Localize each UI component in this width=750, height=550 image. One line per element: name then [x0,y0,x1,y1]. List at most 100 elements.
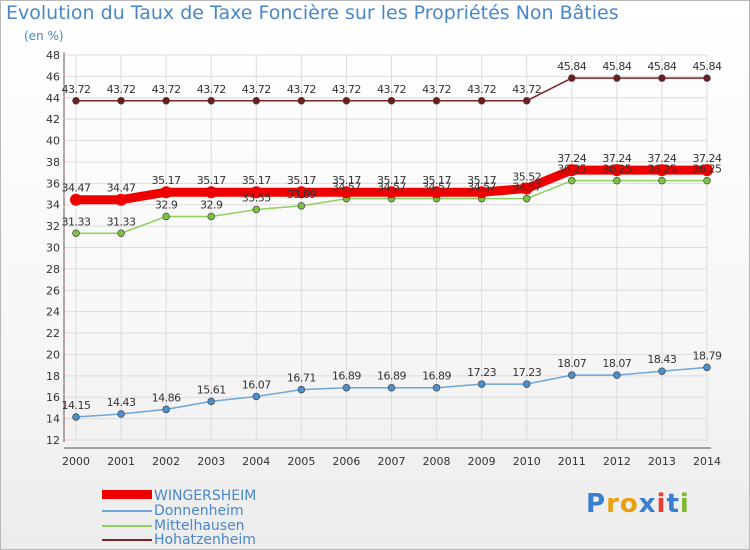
y-tick-label: 24 [46,306,60,319]
data-point [658,367,666,375]
data-point [385,186,398,199]
data-label: 43.72 [377,83,406,96]
y-tick-label: 26 [46,284,60,297]
data-label: 43.72 [197,83,226,96]
data-point [297,97,306,105]
data-point [658,176,666,185]
data-label: 16.71 [287,372,316,385]
data-label: 45.84 [693,60,722,73]
data-label: 36.25 [557,163,586,176]
data-point [387,97,396,105]
data-point [430,186,443,199]
data-point [117,97,125,105]
x-tick-label: 2010 [513,455,541,468]
chart-title: Evolution du Taux de Taxe Foncière sur l… [6,2,619,24]
x-tick-label: 2002 [152,455,180,468]
legend-label: Hohatzenheim [154,532,256,548]
data-label: 18.79 [693,349,722,362]
x-tick-label: 2000 [62,455,90,468]
data-label: 34.57 [377,181,406,194]
grid [64,54,708,441]
x-tick-label: 2011 [558,455,586,468]
legend-swatch [102,490,152,499]
data-point [565,164,578,177]
data-label: 37.24 [602,152,631,165]
logo-letter: P [586,489,607,519]
data-label: 16.89 [332,370,361,383]
data-point [207,97,215,105]
y-tick-label: 40 [46,135,60,148]
series-markers [70,74,713,421]
data-point [703,176,711,185]
data-point [252,392,261,401]
data-point [295,186,308,199]
data-label: 43.72 [242,83,271,96]
data-point [252,205,261,214]
x-tick-label: 2014 [693,455,721,468]
data-label: 43.72 [512,83,541,96]
data-point [520,182,533,195]
data-label: 45.84 [557,60,586,73]
data-point [613,371,621,379]
data-point [117,410,125,418]
data-label: 14.15 [62,399,91,412]
data-label: 45.84 [602,60,631,73]
data-point [432,97,441,105]
data-label: 32.9 [155,198,178,211]
x-tick-label: 2001 [107,455,135,468]
data-labels: 43.72 43.72 43.72 43.72 43.72 43.72 43.72 43.72… [62,60,723,412]
data-label: 35.17 [242,174,271,187]
data-label: 37.24 [693,152,722,165]
data-point [340,186,353,199]
y-tick-label: 34 [46,199,60,212]
data-point [613,74,621,82]
legend-label: WINGERSHEIM [154,488,257,504]
data-point [342,97,351,105]
data-point [568,74,576,82]
data-point [701,164,713,177]
legend-label: Mittelhausen [154,518,245,534]
data-label: 34.57 [332,181,361,194]
data-point [568,176,576,185]
x-tick-label: 2006 [332,455,360,468]
data-point [72,229,80,238]
y-tick-label: 48 [46,49,60,62]
x-tick-label: 2008 [423,455,451,468]
data-point [342,383,351,392]
data-point [162,405,170,414]
legend-swatch [102,539,152,541]
y-tick-label: 44 [46,92,60,105]
data-label: 34.57 [512,181,541,194]
data-label: 43.72 [107,83,136,96]
logo-letter: t [666,489,680,519]
data-point [117,229,125,238]
data-point [115,193,128,206]
data-label: 35.17 [332,174,361,187]
data-point [658,74,666,82]
y-tick-label: 28 [46,263,60,276]
data-point [477,97,486,105]
data-point [162,212,170,221]
data-label: 34.47 [107,182,136,195]
data-label: 35.17 [197,174,226,187]
data-label: 14.86 [152,391,181,404]
data-label: 37.24 [647,152,676,165]
data-point [162,97,170,105]
x-tick-label: 2012 [603,455,631,468]
proxiti-logo: Proxiti [586,489,690,519]
data-label: 18.07 [557,357,586,370]
data-label: 43.72 [422,83,451,96]
data-label: 37.24 [557,152,586,165]
chart-subtitle: (en %) [24,29,64,43]
x-tick-label: 2007 [378,455,406,468]
legend-swatch [102,510,152,512]
y-tick-label: 46 [46,70,60,83]
y-tick-label: 18 [46,370,60,383]
data-label: 15.61 [197,383,226,396]
x-tick-label: 2003 [197,455,225,468]
y-tick-label: 12 [46,434,60,447]
data-point [522,194,531,203]
y-tick-label: 32 [46,220,60,233]
data-label: 34.47 [62,182,91,195]
data-label: 34.57 [422,181,451,194]
